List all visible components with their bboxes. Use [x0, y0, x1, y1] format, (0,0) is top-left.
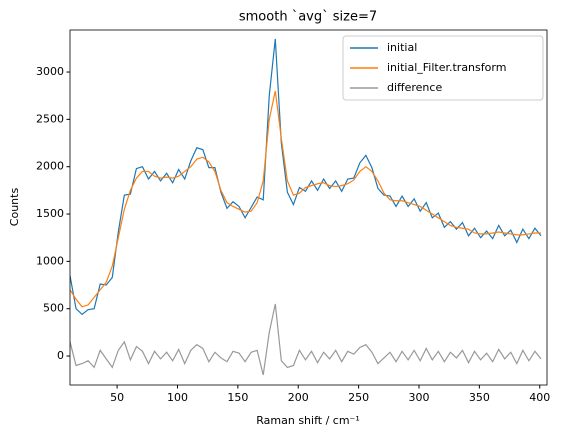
x-tick-label: 150 — [227, 391, 248, 404]
plot-frame — [69, 29, 548, 386]
chart-title: smooth `avg` size=7 — [239, 10, 377, 25]
y-tick-label: 3000 — [36, 65, 64, 78]
x-tick-label: 250 — [348, 391, 369, 404]
x-tick-label: 300 — [408, 391, 429, 404]
legend-label: initial_Filter.transform — [387, 61, 506, 74]
y-axis-label: Counts — [8, 188, 21, 227]
y-tick-label: 0 — [57, 349, 64, 362]
legend-box — [342, 35, 544, 101]
x-axis-label: Raman shift / cm⁻¹ — [256, 414, 360, 427]
y-tick-label: 1500 — [36, 207, 64, 220]
y-tick-label: 2500 — [36, 112, 64, 125]
line-series — [70, 303, 542, 376]
y-tick-label: 2000 — [36, 160, 64, 173]
x-tick-label: 400 — [529, 391, 550, 404]
legend-label: difference — [387, 81, 442, 94]
y-tick-label: 500 — [43, 302, 64, 315]
line-series — [70, 90, 541, 308]
line-series — [70, 38, 542, 316]
x-tick-label: 200 — [288, 391, 309, 404]
x-tick-label: 50 — [110, 391, 124, 404]
legend-label: initial — [387, 41, 417, 54]
x-tick-label: 100 — [167, 391, 188, 404]
x-tick-label: 350 — [469, 391, 490, 404]
y-tick-label: 1000 — [36, 254, 64, 267]
